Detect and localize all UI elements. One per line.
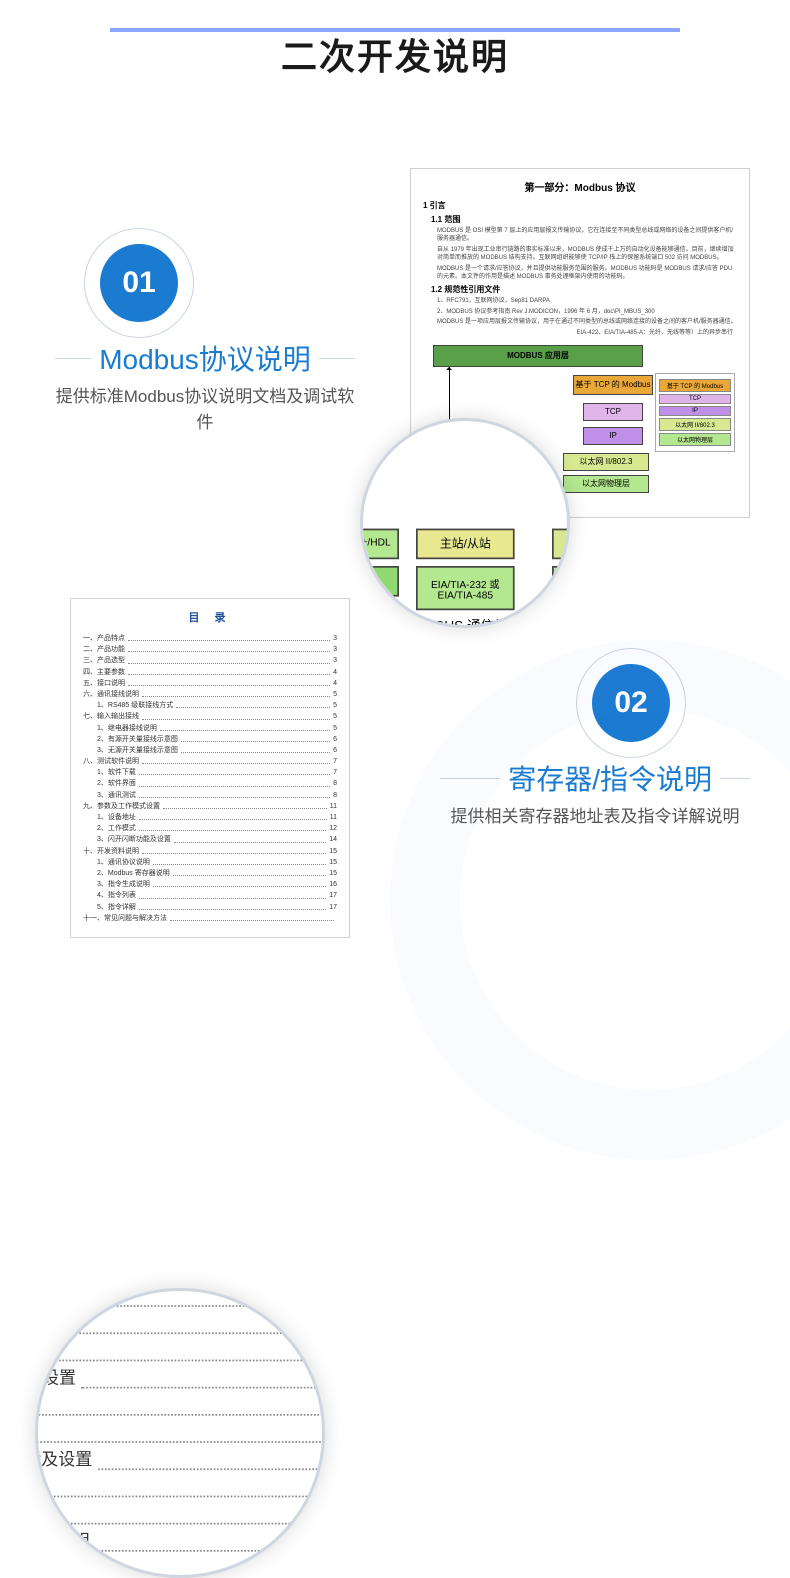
layer-app: MODBUS 应用层 [433,345,643,367]
toc-row: 1、设备地址11 [35,1394,325,1421]
header-accent-bar [110,28,680,32]
toc-row: 十一、常见问题与解决方法 [83,913,337,924]
doc1-r1: 1、RFC791，互联网协议，Sep81 DARPA [423,297,737,305]
layer-ip: IP [583,427,643,445]
toc-row: 二、产品功能3 [83,644,337,655]
toc-list: 一、产品特点3二、产品功能3三、产品选型3四、主要参数4五、接口说明4六、通讯接… [83,633,337,924]
toc-row: 3、指令生成说明16 [35,1557,325,1578]
section1-subtitle: 提供标准Modbus协议说明文档及调试软件 [55,384,355,435]
mini-stack: 基于 TCP 的 Modbus TCP IP 以太网 II/802.3 以太网物… [655,373,735,452]
toc-row: 3、通讯测试8 [83,790,337,801]
doc1-p1: MODBUS 是 OSI 模型第 7 层上的应用层报文传输协议，它在连接至不同类… [423,227,737,244]
doc1-h11: 1.1 范围 [423,214,737,225]
page-title: 二次开发说明 [0,28,790,80]
toc-row: 五、接口说明4 [83,678,337,689]
toc-row: 3、无源开关量接线示意图6 [83,745,337,756]
toc-row: 1、软件下载7 [83,767,337,778]
doc1-r2: 2、MODBUS 协议参考指南 Rev J.MODICON，1996 年 6 月… [423,308,737,316]
doc1-title: 第一部分：Modbus 协议 [423,179,737,194]
toc-list-magnified: 一、产品特点3二、产品功能3三、产品选型3四、主要参数4五、接口说明4六、通讯接… [35,1288,325,1578]
toc-row: 1、RS485 级联接线方式5 [83,700,337,711]
toc-row: 1、设备地址11 [83,812,337,823]
layer-tcpmod: 基于 TCP 的 Modbus [573,375,653,395]
toc-row: 3、指令生成说明16 [83,879,337,890]
layer-tcp: TCP [583,403,643,421]
badge-01: 01 [100,244,178,322]
toc-row: 2、工作模式12 [83,823,337,834]
section-modbus: 01 Modbus协议说明 提供标准Modbus协议说明文档及调试软件 第一部分… [0,138,790,518]
section1-title: Modbus协议说明 [99,338,311,378]
toc-row: 4、指令列表17 [83,890,337,901]
toc-row: 十、开发资料说明15 [35,1475,325,1502]
toc-row: 十、开发资料说明15 [83,846,337,857]
magnifier-2: 一、产品特点3二、产品功能3三、产品选型3四、主要参数4五、接口说明4六、通讯接… [35,1288,325,1578]
doc1-sidenote: EIA-422、EIA/TIA-485-A：光纤、无线等等）上的异步串行 [423,329,737,337]
toc-row: 2、工作模式12 [35,1421,325,1448]
toc-row: 一、产品特点3 [83,633,337,644]
doc1-h12: 1.2 规范性引用文件 [423,284,737,295]
toc-row: 九、参数及工作模式设置11 [83,801,337,812]
section1-title-block: Modbus协议说明 提供标准Modbus协议说明文档及调试软件 [55,338,355,435]
toc-row: 三、产品选型3 [83,655,337,666]
toc-row: 七、输入输出接线5 [83,711,337,722]
toc-row: 2、软件界面8 [83,778,337,789]
toc-row: 3、通讯测试8 [35,1339,325,1366]
toc-row: 1、继电器接线说明5 [83,723,337,734]
toc-doc-preview: 目 录 一、产品特点3二、产品功能3三、产品选型3四、主要参数4五、接口说明4六… [70,598,350,938]
toc-row: 1、通讯协议说明15 [35,1502,325,1529]
toc-row: 八、测试软件说明7 [83,756,337,767]
toc-row: 四、主要参数4 [83,667,337,678]
doc1-r3: MODBUS 是一项应用层报文传输协议，用于在通过不同类型的总线或网络连接的设备… [423,318,737,326]
toc-row: 5、指令详解17 [83,902,337,913]
layer-eth: 以太网 II/802.3 [563,453,649,471]
toc-title: 目 录 [83,609,337,625]
toc-row: 1、通讯协议说明15 [83,857,337,868]
toc-row: 六、通讯接线说明5 [83,689,337,700]
toc-row: 2、Modbus 寄存器说明15 [83,868,337,879]
toc-row: 2、有源开关量接线示意图6 [83,734,337,745]
toc-row: 1、软件下载7 [35,1288,325,1312]
toc-row: 2、软件界面8 [35,1312,325,1339]
toc-row: 九、参数及工作模式设置11 [35,1366,325,1393]
toc-row: 2、Modbus 寄存器说明15 [35,1530,325,1557]
doc1-p2: 自从 1979 年出现工业串行链路的事实标准以来，MODBUS 使成千上万的自动… [423,246,737,263]
toc-row: 3、闪开闪断功能及设置14 [83,834,337,845]
layer-phyeth: 以太网物理层 [563,475,649,493]
doc1-h1: 1 引言 [423,200,737,211]
doc1-p3: MODBUS 是一个请求/应答协议，并且提供功能服务范围的服务。MODBUS 功… [423,265,737,282]
toc-row: 3、闪开闪断功能及设置14 [35,1448,325,1475]
